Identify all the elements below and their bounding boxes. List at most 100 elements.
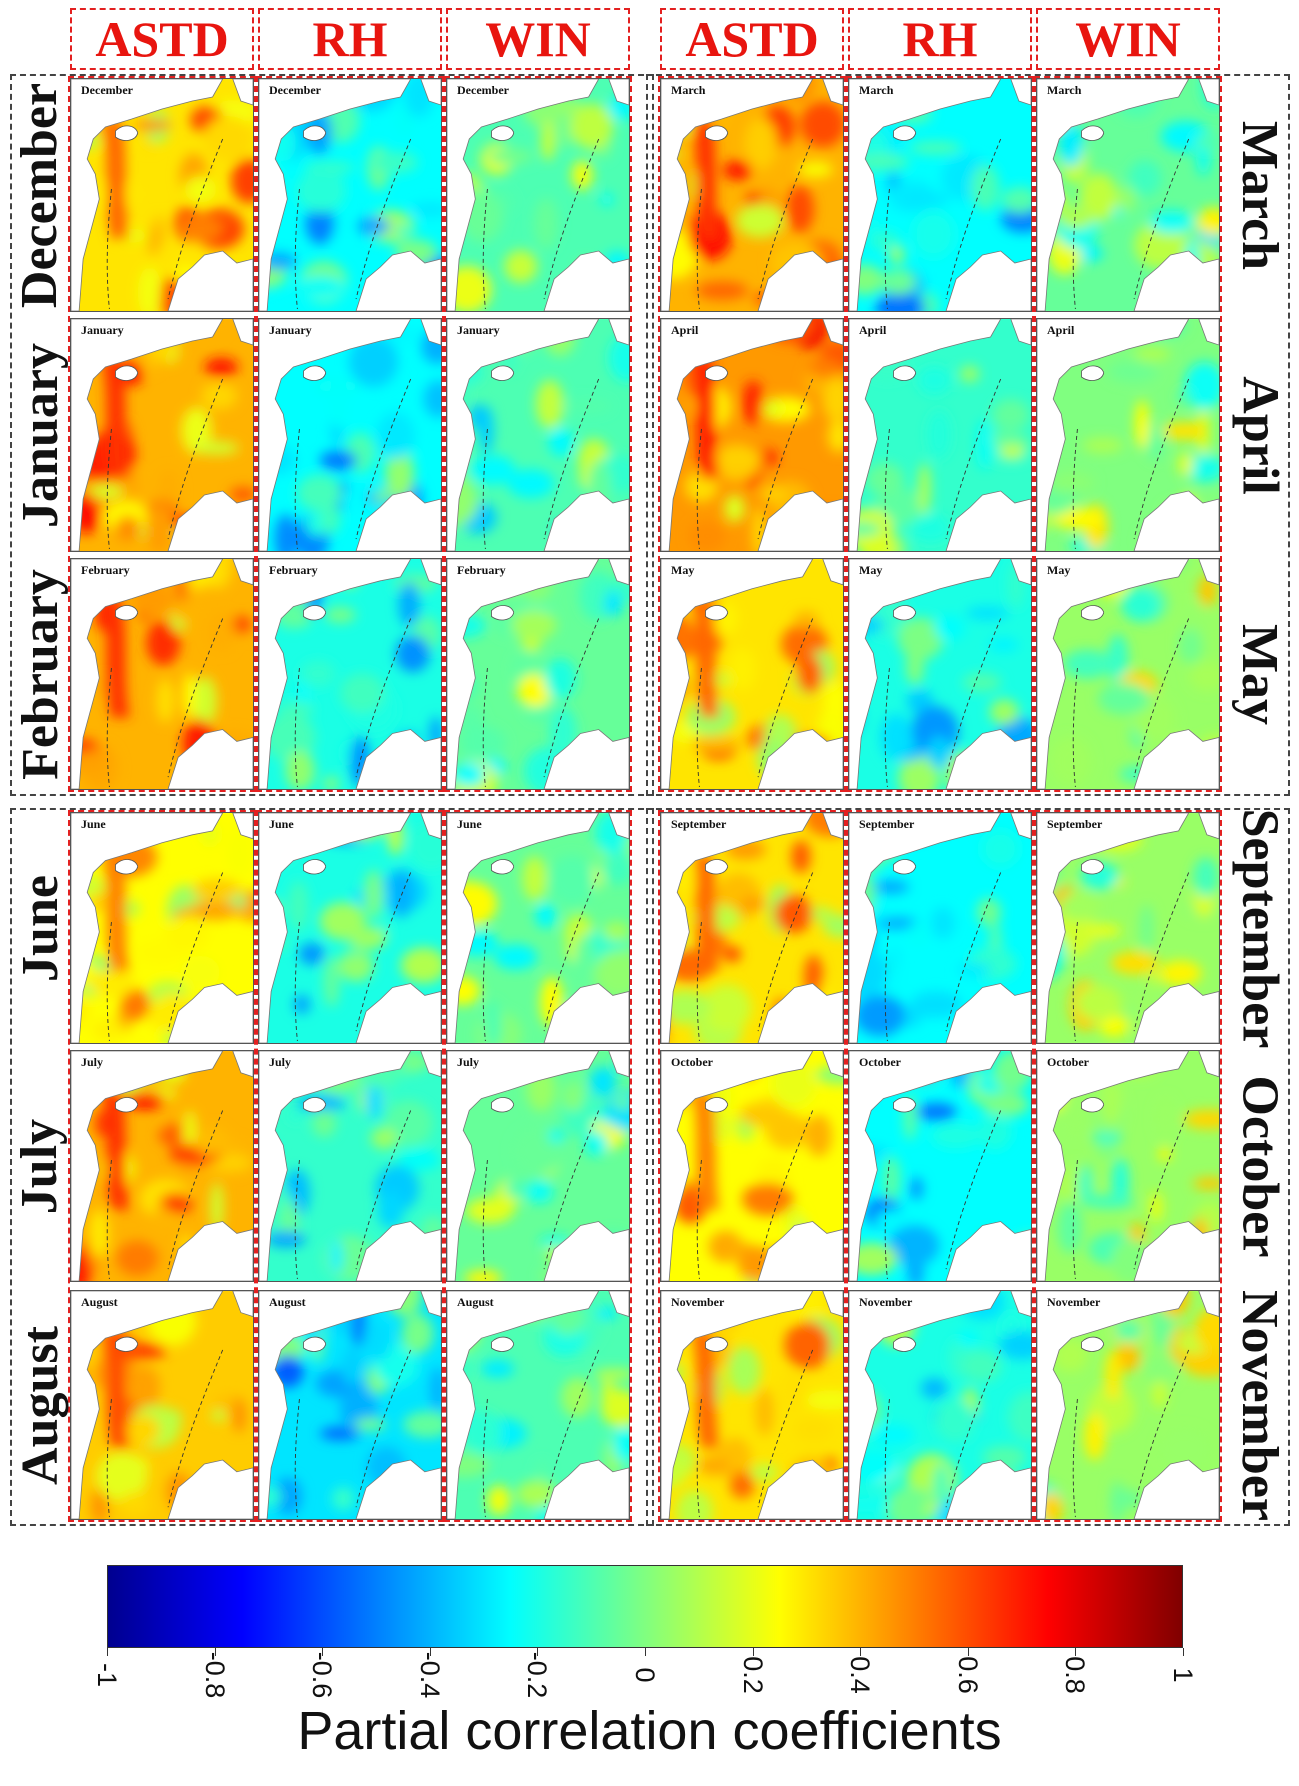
panel-title: December — [269, 83, 321, 97]
colorbar-tick-label: -1 — [92, 1662, 122, 1687]
map-panel-october-astd: October — [660, 1050, 844, 1282]
row-label-text: May — [1231, 623, 1289, 725]
row-label-january: January — [11, 318, 69, 552]
row-label-september: September — [1232, 808, 1289, 1048]
map-panel-december-rh: December — [258, 78, 442, 312]
panel-title: November — [671, 1295, 725, 1309]
panel-title: April — [1047, 323, 1075, 337]
map-panel-november-rh: November — [848, 1290, 1032, 1520]
row-label-text: June — [11, 874, 69, 982]
panel-title: June — [269, 817, 294, 831]
correlation-map — [259, 319, 441, 551]
map-panel-may-win: May — [1036, 558, 1220, 790]
row-label-text: December — [11, 82, 69, 308]
row-label-text: August — [11, 1325, 69, 1485]
map-panel-june-win: June — [446, 812, 630, 1044]
variable-column-box — [444, 76, 632, 792]
correlation-map — [447, 79, 629, 311]
correlation-map — [849, 559, 1031, 789]
map-panel-april-astd: April — [660, 318, 844, 552]
map-panel-march-rh: March — [848, 78, 1032, 312]
row-label-text: February — [11, 568, 69, 780]
correlation-map — [849, 1291, 1031, 1519]
row-label-april: April — [1232, 318, 1289, 552]
correlation-map — [71, 319, 253, 551]
row-label-text: January — [11, 342, 69, 528]
map-panel-february-win: February — [446, 558, 630, 790]
panel-title: August — [81, 1295, 118, 1309]
map-panel-july-rh: July — [258, 1050, 442, 1282]
variable-column-box — [1034, 76, 1222, 792]
colorbar-tick — [429, 1648, 431, 1656]
map-panel-july-astd: July — [70, 1050, 254, 1282]
correlation-map — [259, 1291, 441, 1519]
correlation-map — [1037, 1051, 1219, 1281]
correlation-map — [849, 79, 1031, 311]
panel-title: September — [1047, 817, 1103, 831]
variable-column-box — [846, 810, 1034, 1522]
correlation-map — [849, 1051, 1031, 1281]
map-panel-october-win: October — [1036, 1050, 1220, 1282]
correlation-map — [259, 559, 441, 789]
correlation-map — [71, 79, 253, 311]
colorbar — [107, 1565, 1183, 1648]
panel-title: February — [81, 563, 130, 577]
row-label-text: November — [1231, 1289, 1289, 1521]
colorbar-tick-label: -0.8 — [199, 1651, 230, 1699]
map-panel-march-astd: March — [660, 78, 844, 312]
row-label-june: June — [11, 812, 69, 1044]
row-label-february: February — [11, 558, 69, 790]
panel-title: September — [859, 817, 915, 831]
colorbar-tick-label: 0.8 — [1060, 1656, 1091, 1694]
panel-title: March — [1047, 83, 1082, 97]
map-panel-april-win: April — [1036, 318, 1220, 552]
row-label-july: July — [11, 1050, 69, 1282]
map-panel-december-astd: December — [70, 78, 254, 312]
variable-column-box — [256, 810, 444, 1522]
variable-header-astd: ASTD — [70, 8, 254, 70]
panel-title: December — [457, 83, 509, 97]
map-panel-august-rh: August — [258, 1290, 442, 1520]
colorbar-tick-label: -0.4 — [414, 1651, 445, 1699]
colorbar-title: Partial correlation coefficients — [297, 1701, 1002, 1761]
variable-column-box — [846, 76, 1034, 792]
variable-column-box — [658, 76, 846, 792]
panel-title: January — [269, 323, 312, 337]
variable-column-box — [256, 76, 444, 792]
panel-title: May — [671, 563, 695, 577]
correlation-map — [447, 319, 629, 551]
map-panel-may-rh: May — [848, 558, 1032, 790]
month-group-box — [646, 74, 1290, 796]
map-panel-february-rh: February — [258, 558, 442, 790]
row-label-text: October — [1231, 1075, 1289, 1257]
map-panel-october-rh: October — [848, 1050, 1032, 1282]
colorbar-tick-label: 0.4 — [845, 1656, 876, 1694]
panel-title: June — [81, 817, 106, 831]
row-label-text: July — [11, 1118, 69, 1214]
variable-header-win: WIN — [1036, 8, 1220, 70]
map-panel-august-win: August — [446, 1290, 630, 1520]
panel-title: December — [81, 83, 133, 97]
variable-header-astd: ASTD — [660, 8, 844, 70]
map-panel-july-win: July — [446, 1050, 630, 1282]
panel-title: April — [671, 323, 699, 337]
variable-column-box — [444, 810, 632, 1522]
panel-title: July — [457, 1055, 480, 1069]
row-label-may: May — [1231, 558, 1289, 790]
map-panel-september-astd: September — [660, 812, 844, 1044]
panel-title: September — [671, 817, 727, 831]
correlation-map — [259, 79, 441, 311]
variable-header-rh: RH — [258, 8, 442, 70]
colorbar-tick-label: 1 — [1168, 1667, 1198, 1683]
map-panel-november-astd: November — [660, 1290, 844, 1520]
panel-title: May — [859, 563, 883, 577]
panel-title: August — [457, 1295, 494, 1309]
panel-title: May — [1047, 563, 1071, 577]
correlation-map — [661, 1291, 843, 1519]
row-label-text: March — [1231, 120, 1289, 270]
map-panel-november-win: November — [1036, 1290, 1220, 1520]
correlation-map — [661, 559, 843, 789]
month-group-box — [10, 74, 654, 796]
colorbar-tick-label: 0 — [630, 1667, 660, 1683]
